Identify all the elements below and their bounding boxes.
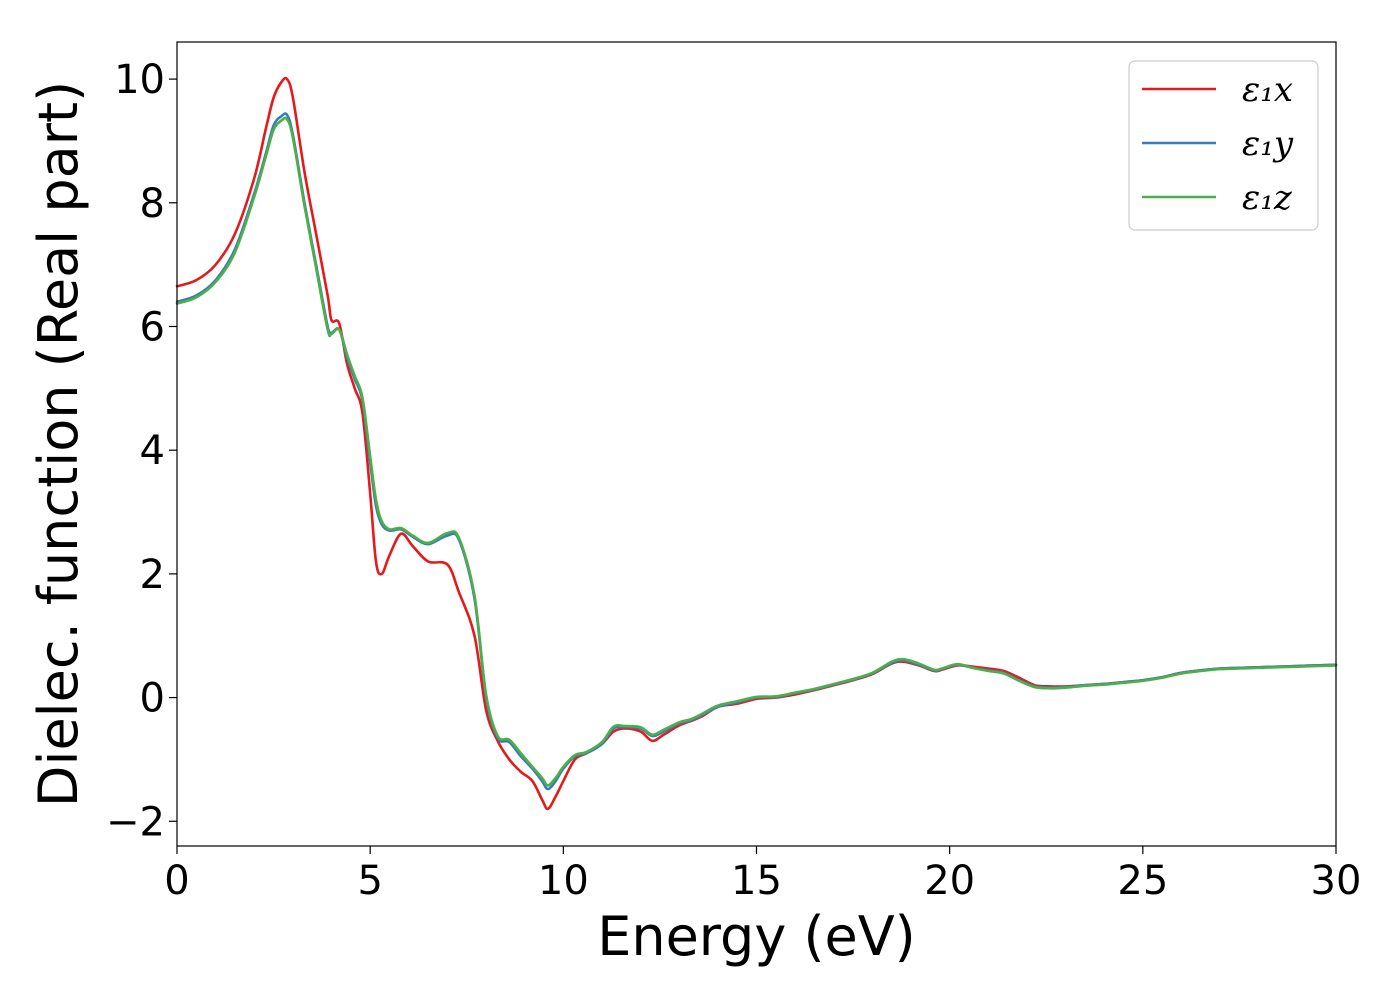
x-tick-label: 15 [731,858,782,904]
y-tick-label: 8 [140,181,165,227]
legend-label-0: ε₁x [1242,70,1293,110]
x-tick-label: 5 [357,858,382,904]
legend-label-2: ε₁z [1242,178,1293,218]
x-axis-title: Energy (eV) [597,905,916,968]
legend-label-1: ε₁y [1242,124,1294,164]
y-tick-label: −2 [106,799,165,845]
y-axis-title: Dielec. function (Real part) [27,81,90,807]
y-tick-label: 6 [140,304,165,350]
x-tick-label: 25 [1117,858,1168,904]
y-tick-label: 0 [140,676,165,722]
series-layer [175,76,1338,811]
x-tick-label: 20 [924,858,975,904]
series-line-2 [175,116,1338,787]
legend-items: ε₁x ε₁y ε₁z [1142,70,1294,218]
y-tick-label: 4 [140,428,165,474]
legend: ε₁x ε₁y ε₁z [1128,60,1319,231]
x-tick-label: 30 [1311,858,1362,904]
y-tick-label: 2 [140,552,165,598]
x-tick-label: 10 [538,858,589,904]
x-axis-ticks: 0 5 10 15 20 25 30 [164,846,1361,904]
y-axis-ticks: −2 0 2 4 6 8 10 [106,57,177,845]
legend-box [1128,60,1319,231]
x-tick-label: 0 [164,858,189,904]
y-tick-label: 10 [114,57,165,103]
